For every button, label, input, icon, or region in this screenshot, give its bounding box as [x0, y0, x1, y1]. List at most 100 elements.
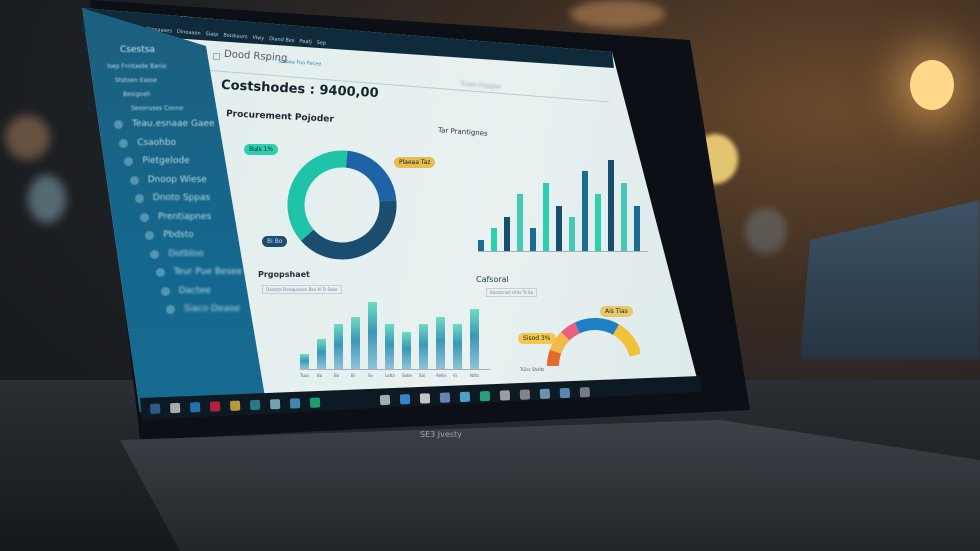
taskbar-app-icon[interactable]	[579, 387, 591, 398]
x-tick-label: Lotts	[385, 373, 395, 378]
bookmark-item[interactable]: Siatp	[205, 31, 219, 39]
bar	[556, 205, 562, 251]
sidebar-subtitle: Sesonsses Conne	[131, 105, 184, 112]
sidebar-item-icon	[119, 138, 129, 148]
taskbar-app-icon[interactable]	[209, 401, 221, 412]
taskbar-app-icon[interactable]	[459, 391, 471, 403]
bar	[385, 324, 394, 369]
taskbar-app-icon[interactable]	[399, 394, 411, 405]
taskbar-app-icon[interactable]	[419, 393, 431, 404]
gauge-footer: Ts2sc Shelts	[520, 367, 545, 372]
donut-title: Procurement Pojoder	[225, 109, 335, 125]
taskbar-app-icon[interactable]	[229, 400, 241, 411]
donut-slice	[345, 150, 397, 203]
sidebar-item[interactable]: Teau.esnaae Gaee	[132, 119, 215, 129]
x-tick-label: Tsuo	[300, 373, 309, 378]
sidebar-item[interactable]: Dnoop Wiese	[147, 174, 207, 185]
bars-top-title: Tar Prantignes	[437, 126, 488, 138]
bar	[436, 316, 445, 369]
taskbar-app-icon[interactable]	[289, 398, 301, 409]
gauge-title: Cafsoral	[476, 275, 509, 284]
bookmark-item[interactable]: Diand Bes	[268, 36, 295, 45]
sidebar-item-icon	[140, 212, 149, 222]
x-tick-label: Bi	[351, 373, 355, 378]
donut-label: Plaeaa Taz	[394, 157, 436, 168]
bokeh-light	[570, 0, 665, 28]
gauge-segment	[574, 318, 619, 335]
taskbar-app-icon[interactable]	[169, 402, 181, 414]
bar-chart-bottom-xlabels: Tsuo Ba Bo Bi Sv Lotts Sobe Sai Aelks Vi Ndts	[300, 373, 490, 381]
laptop-keyboard: SE3 Jvesty	[120, 420, 980, 551]
bookmark-item[interactable]: Viwy	[252, 34, 265, 42]
taskbar-app-icon[interactable]	[519, 389, 531, 400]
taskbar-app-icon[interactable]	[499, 390, 511, 401]
taskbar-app-icon[interactable]	[150, 403, 161, 414]
sidebar-item[interactable]: Dnoto Sppas	[152, 193, 211, 203]
donut-chart	[287, 150, 397, 260]
taskbar-app-icon[interactable]	[249, 399, 261, 411]
gauge-segment	[561, 322, 581, 341]
sidebar-subtitle: Besigoeh	[123, 91, 151, 98]
taskbar-app-icon[interactable]	[379, 394, 391, 406]
sidebar-item-icon	[114, 120, 123, 129]
gauge-chart	[547, 318, 640, 367]
x-tick-label: Aelks	[436, 373, 447, 378]
sidebar-item[interactable]: Dotbloo	[168, 248, 204, 259]
sidebar-item[interactable]: Teur Pue Besee	[173, 267, 243, 277]
bar	[621, 182, 627, 251]
bookmark-item[interactable]: Peatj	[299, 38, 312, 46]
bookmark-item[interactable]: Dinoaaon	[176, 28, 201, 37]
sidebar-item-icon	[124, 157, 134, 166]
sidebar-item[interactable]: Prentiapnes	[158, 211, 212, 222]
gauge-label: Ais Tias	[600, 306, 633, 317]
donut-slice	[300, 200, 397, 260]
sidebar-item[interactable]: Pietgelode	[142, 156, 190, 166]
bar	[595, 194, 601, 251]
x-tick-label: Vi	[453, 373, 457, 378]
bar	[317, 339, 326, 369]
sidebar-subtitle: Ststoen Easse	[115, 77, 158, 84]
sidebar-item-icon	[134, 194, 144, 203]
bar	[419, 324, 428, 369]
sidebar-item[interactable]: Siaco Deaoe	[184, 304, 241, 314]
bar	[517, 194, 523, 251]
taskbar-app-icon[interactable]	[539, 388, 551, 400]
bars-bottom-filter[interactable]: Daostta Dvsoposaen Bse Al Ts Sebe	[262, 285, 342, 294]
donut-slice	[287, 150, 348, 241]
donut-label: Buls 1%	[244, 144, 279, 155]
x-tick-label: Sai	[419, 373, 426, 378]
bar	[582, 171, 588, 251]
sidebar-subtitle: Isep Fnntaete Banis	[107, 63, 167, 70]
gauge-segment	[612, 324, 640, 357]
bar	[453, 324, 462, 369]
bokeh-light	[745, 208, 787, 254]
taskbar-app-icon[interactable]	[189, 402, 201, 413]
bar	[478, 239, 484, 251]
bookmark-item[interactable]: Boiskaurs	[223, 32, 248, 41]
bar	[543, 182, 549, 251]
taskbar-app-icon[interactable]	[559, 387, 571, 399]
bar	[368, 302, 377, 369]
taskbar-app-icon[interactable]	[309, 397, 321, 408]
bar	[491, 228, 497, 251]
donut-label: Bi Bo	[262, 236, 288, 247]
x-tick-label: Bo	[334, 373, 340, 378]
bar	[334, 324, 343, 369]
sidebar-item[interactable]: Dactee	[178, 285, 211, 296]
bar	[608, 160, 614, 251]
gauge-label: Sisod 3%	[518, 333, 556, 344]
sidebar-item[interactable]: Csaohbo	[137, 137, 177, 148]
taskbar-app-icon[interactable]	[439, 392, 451, 403]
bar	[569, 216, 575, 251]
sidebar-item-icon	[155, 268, 165, 277]
gauge-filter[interactable]: Kasotsnad sitits Ts Sa	[486, 288, 537, 297]
x-tick-label: Sobe	[402, 373, 412, 378]
x-tick-label: Ndts	[470, 373, 480, 378]
bar-chart-bottom	[300, 302, 490, 370]
header-subtitle: Siaooe Foo Fecee	[277, 58, 322, 68]
taskbar-app-icon[interactable]	[269, 399, 281, 410]
taskbar-app-icon[interactable]	[479, 390, 491, 402]
bookmark-item[interactable]: Sep	[316, 39, 327, 47]
header-icon: ▢	[212, 52, 221, 62]
sidebar-item[interactable]: Pbdsto	[163, 230, 194, 240]
